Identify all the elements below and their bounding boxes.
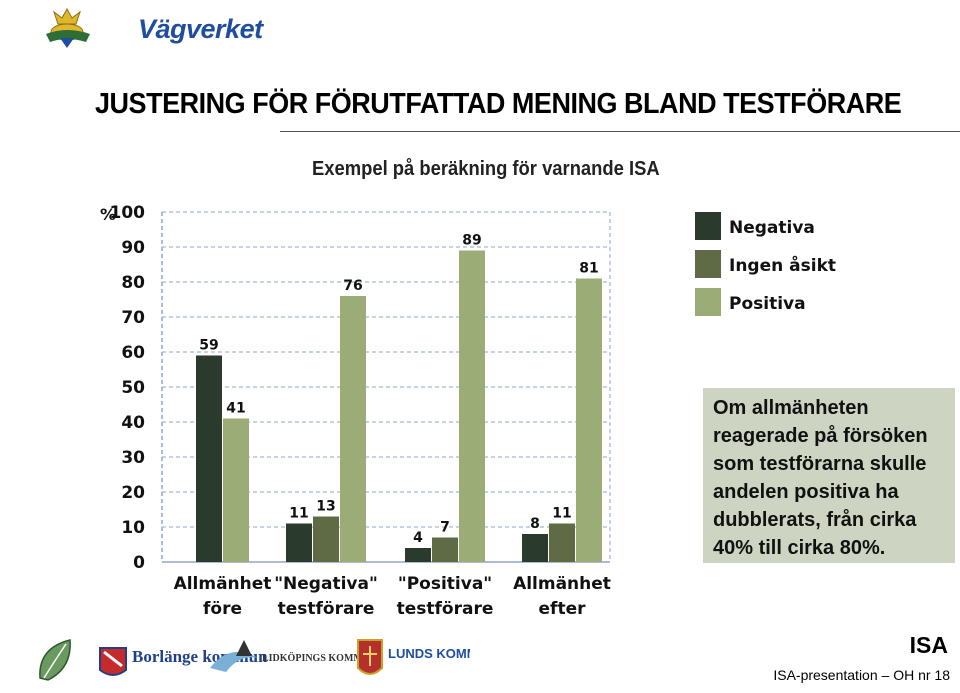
note-box: Om allmänheten reagerade på försöken som t… (703, 388, 955, 563)
legend-swatch (695, 212, 721, 240)
isa-heading: ISA (909, 632, 948, 658)
y-tick-label: 0 (133, 553, 145, 573)
bar-negativa (286, 523, 312, 562)
borlange-logo-icon (99, 647, 127, 676)
legend-label: Negativa (729, 218, 815, 238)
y-axis-label: % (100, 205, 116, 224)
data-label: 11 (552, 506, 571, 522)
y-tick-label: 30 (121, 448, 145, 468)
crown-emblem-icon (46, 7, 90, 48)
data-label: 81 (579, 261, 598, 277)
data-label: 76 (343, 278, 362, 294)
note-line: andelen positiva ha (713, 481, 899, 503)
legend-swatch (695, 288, 721, 316)
title-divider (280, 131, 960, 132)
bar-negativa (405, 548, 431, 562)
y-tick-label: 90 (121, 238, 145, 258)
bar-positiva (340, 296, 366, 562)
note-line: som testförarna skulle (713, 453, 927, 475)
footer-logos: Borlänge kommun LIDKÖPINGS KOMMUN LUNDS … (30, 628, 496, 693)
x-category-label: före (203, 599, 242, 619)
x-category-label: testförare (397, 599, 494, 619)
bar-ingen-åsikt (432, 537, 458, 562)
logo-text: Vägverket (138, 14, 263, 44)
data-label: 89 (462, 233, 481, 249)
legend-swatch (695, 250, 721, 278)
x-category-label: Allmänhet (513, 574, 611, 594)
data-label: 11 (289, 506, 308, 522)
data-label: 7 (440, 520, 450, 536)
lidkoping-logo-text: LIDKÖPINGS KOMMUN (262, 651, 378, 664)
bar-positiva (459, 250, 485, 562)
footer-text: ISA-presentation – OH nr 18 (773, 667, 950, 683)
y-tick-label: 60 (121, 343, 145, 363)
note-line: dubblerats, från cirka (713, 509, 917, 531)
note-line: reagerade på försöken (713, 425, 928, 447)
y-tick-label: 40 (121, 413, 145, 433)
y-tick-label: 50 (121, 378, 145, 398)
bar-positiva (576, 278, 602, 562)
bar-ingen-åsikt (549, 523, 575, 562)
vagverket-logo: Vägverket (40, 4, 263, 50)
note-line: 40% till cirka 80%. (713, 537, 886, 559)
legend-label: Ingen åsikt (729, 254, 836, 276)
bar-negativa (522, 534, 548, 562)
lidkoping-logo-icon (210, 640, 258, 672)
y-tick-label: 20 (121, 483, 145, 503)
chart-subtitle: Exempel på beräkning för varnande ISA (312, 158, 660, 180)
data-label: 8 (530, 516, 540, 532)
data-label: 13 (316, 499, 335, 515)
note-line: Om allmänheten (713, 397, 869, 419)
data-label: 41 (226, 401, 245, 417)
data-label: 4 (413, 530, 423, 546)
data-label: 59 (199, 338, 218, 354)
page-title: JUSTERING FÖR FÖRUTFATTAD MENING BLAND T… (95, 88, 902, 120)
y-tick-label: 70 (121, 308, 145, 328)
x-category-label: Allmänhet (174, 574, 272, 594)
y-tick-label: 100 (110, 203, 146, 223)
bar-negativa (196, 355, 222, 562)
partner-logos: Borlänge kommun LIDKÖPINGS KOMMUN LUNDS … (39, 639, 496, 681)
legend-label: Positiva (729, 294, 806, 314)
note-text: Om allmänheten reagerade på försöken som t… (713, 394, 928, 562)
y-tick-label: 10 (121, 518, 145, 538)
bar-ingen-åsikt (313, 516, 339, 562)
bar-positiva (223, 418, 249, 562)
x-category-label: "Negativa" (274, 574, 378, 594)
x-category-label: testförare (278, 599, 375, 619)
leaf-logo-icon (39, 639, 71, 681)
lund-logo-icon (357, 639, 383, 675)
x-category-label: "Positiva" (398, 574, 492, 594)
y-tick-label: 80 (121, 273, 145, 293)
lund-logo-text: LUNDS KOMMUN (388, 646, 470, 661)
x-category-label: efter (539, 599, 587, 619)
